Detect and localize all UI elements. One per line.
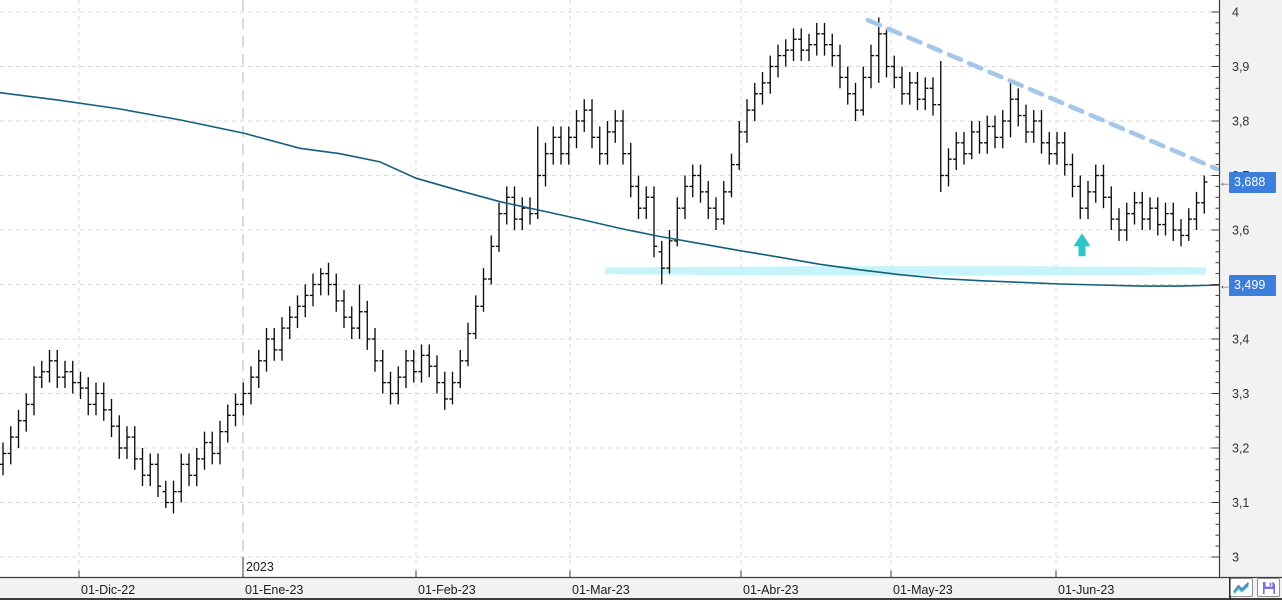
y-axis-label: 3: [1232, 551, 1239, 565]
x-axis-label: 01-Mar-23: [572, 583, 630, 597]
left-arrow-icon: ←: [1219, 175, 1231, 190]
x-axis-label: 01-May-23: [893, 583, 953, 597]
x-axis-label: 01-Jun-23: [1058, 583, 1114, 597]
year-label: 2023: [246, 560, 274, 574]
corner-toolbar: [1230, 578, 1280, 597]
chart-style-button[interactable]: [1230, 578, 1253, 597]
x-axis-label: 01-Ene-23: [245, 583, 303, 597]
y-axis-label: 3,8: [1232, 115, 1249, 129]
save-button[interactable]: [1257, 578, 1280, 597]
y-axis-label: 3,3: [1232, 387, 1249, 401]
moving-average-line: [0, 91, 1220, 287]
save-icon: [1262, 581, 1275, 594]
y-axis-pane: [1220, 0, 1282, 600]
x-axis-label: 01-Dic-22: [81, 583, 135, 597]
zigzag-chart-icon: [1233, 582, 1250, 594]
left-arrow-icon: ←: [1219, 278, 1231, 293]
last-price-value: 3,688: [1229, 171, 1276, 193]
x-axis-label: 01-Feb-23: [418, 583, 476, 597]
y-axis-label: 3,1: [1232, 496, 1249, 510]
y-axis-label: 3,9: [1232, 60, 1249, 74]
y-axis-label: 3,4: [1232, 333, 1249, 347]
ohlc-bars: [0, 17, 1208, 514]
up-arrow-marker[interactable]: [1073, 233, 1091, 257]
x-axis-label: 01-Abr-23: [743, 583, 799, 597]
moving-average-value: 3,499: [1229, 274, 1276, 296]
window-bottom-border: [0, 598, 1282, 600]
x-axis-pane: [0, 578, 1230, 600]
resistance-trendline[interactable]: [865, 17, 1220, 172]
support-band-highlight: [605, 266, 1206, 276]
moving-average-price-tag: ← 3,499: [1219, 274, 1276, 296]
y-axis-label: 3,6: [1232, 224, 1249, 238]
y-axis-label: 3,2: [1232, 442, 1249, 456]
gridlines: [0, 0, 1220, 578]
last-price-tag: ← 3,688: [1219, 171, 1276, 193]
x-axis-ticks: [78, 557, 1057, 578]
y-axis-label: 4: [1232, 6, 1239, 20]
y-axis-ticks: [1211, 11, 1220, 558]
